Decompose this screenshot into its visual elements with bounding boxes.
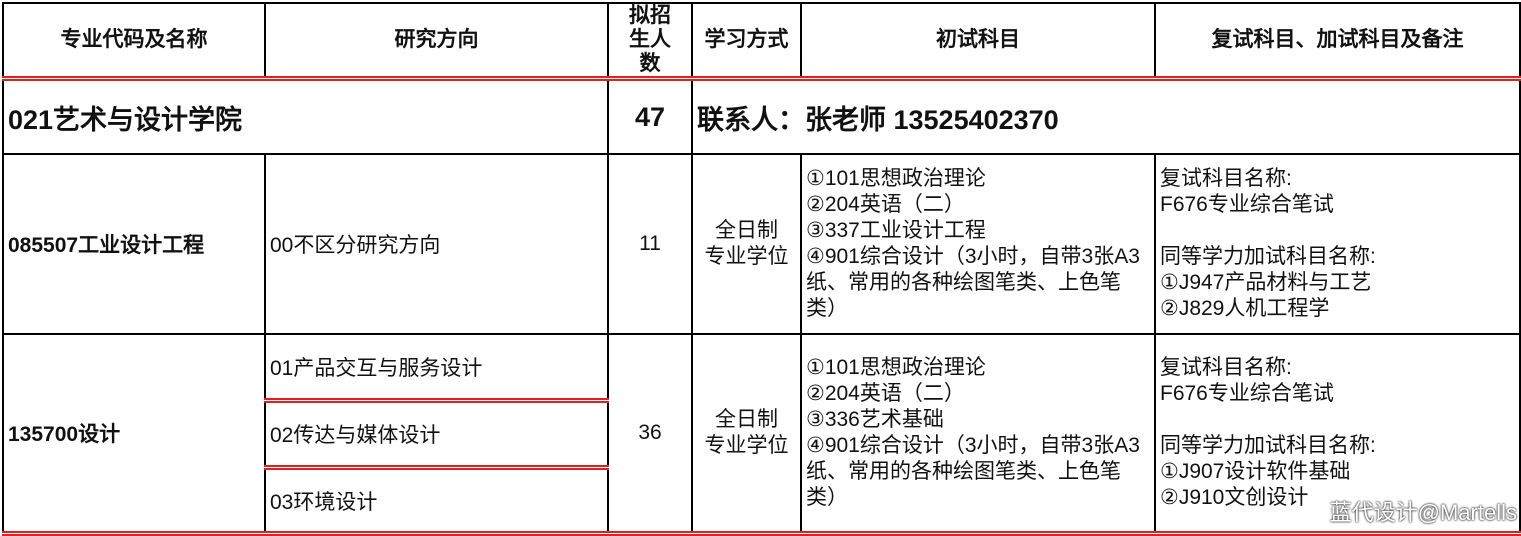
retest-item: F676专业综合笔试 (1160, 193, 1334, 216)
subject: ①101思想政治理论 (806, 167, 986, 190)
program-row: 085507工业设计工程 00不区分研究方向 11 全日制 专业学位 ①101思想政治理论… (2, 153, 1521, 335)
equivalent-item: ②J910文创设计 (1160, 486, 1309, 510)
mode-line: 全日制 (715, 408, 778, 432)
subject: ①101思想政治理论 (806, 356, 986, 380)
retest-title: 复试科目名称: (1160, 167, 1292, 190)
header-cell: 学习方式 (691, 2, 802, 80)
direction: 02传达与媒体设计 (264, 399, 609, 470)
equivalent-title: 同等学力加试科目名称: (1160, 434, 1376, 458)
equivalent-item: ②J829人机工程学 (1160, 297, 1330, 320)
header-cell: 研究方向 (264, 2, 609, 80)
header-cell: 拟招生人数 (607, 2, 693, 80)
college-name: 021艺术与设计学院 (2, 76, 609, 155)
college-row: 021艺术与设计学院 47 联系人：张老师 13525402370 (2, 76, 1521, 155)
subject: ③337工业设计工程 (806, 219, 986, 242)
subject: ②204英语（二） (806, 382, 965, 406)
equivalent-title: 同等学力加试科目名称: (1160, 245, 1376, 268)
college-quota: 47 (607, 76, 693, 155)
equivalent-item: ①J907设计软件基础 (1160, 460, 1351, 484)
mode-line: 专业学位 (704, 434, 789, 458)
direction: 01产品交互与服务设计 (264, 333, 609, 404)
header-cell: 复试科目、加试科目及备注 (1154, 2, 1521, 80)
header-row: 专业代码及名称 研究方向 拟招生人数 学习方式 初试科目 复试科目、加试科目及备… (2, 2, 1521, 80)
college-contact: 联系人：张老师 13525402370 (691, 76, 1521, 155)
subject: ④901综合设计（3小时，自带3张A3纸、常用的各种绘图笔类、上色笔类） (806, 434, 1140, 510)
study-mode: 全日制 专业学位 (691, 153, 802, 335)
header-cell: 专业代码及名称 (2, 2, 266, 80)
program-name: 135700设计 (2, 333, 266, 536)
quota: 36 (607, 333, 693, 536)
retest-item: F676专业综合笔试 (1160, 382, 1334, 406)
quota: 11 (607, 153, 693, 335)
subject: ③336艺术基础 (806, 408, 944, 432)
header-cell: 初试科目 (800, 2, 1156, 80)
subject: ④901综合设计（3小时，自带3张A3纸、常用的各种绘图笔类、上色笔类） (806, 245, 1140, 320)
subject: ②204英语（二） (806, 193, 965, 216)
program-row: 02传达与媒体设计 (3, 399, 1520, 470)
equivalent-item: ①J947产品材料与工艺 (1160, 271, 1372, 294)
retest-notes: 复试科目名称: F676专业综合笔试同等学力加试科目名称: ①J947产品材料与工艺… (1154, 153, 1521, 335)
direction: 00不区分研究方向 (264, 153, 609, 335)
exam-subjects: ①101思想政治理论 ②204英语（二） ③336艺术基础 ④901综合设计（3小时，… (800, 333, 1156, 536)
exam-subjects: ①101思想政治理论 ②204英语（二） ③337工业设计工程 ④901综合设计（3小… (800, 153, 1156, 335)
retest-title: 复试科目名称: (1160, 356, 1292, 380)
retest-notes: 复试科目名称: F676专业综合笔试同等学力加试科目名称: ①J907设计软件基础 ②… (1154, 333, 1521, 536)
mode-line: 全日制 (715, 219, 778, 242)
program-row: 135700设计 01产品交互与服务设计 36 全日制 专业学位 ①101思想政治理论 ②2… (2, 333, 1521, 536)
mode-line: 专业学位 (704, 245, 789, 268)
watermark: 蓝代设计@Martells (1329, 500, 1517, 525)
program-name: 085507工业设计工程 (2, 153, 266, 335)
study-mode: 全日制 专业学位 (691, 333, 802, 536)
direction: 03环境设计 (264, 466, 609, 536)
